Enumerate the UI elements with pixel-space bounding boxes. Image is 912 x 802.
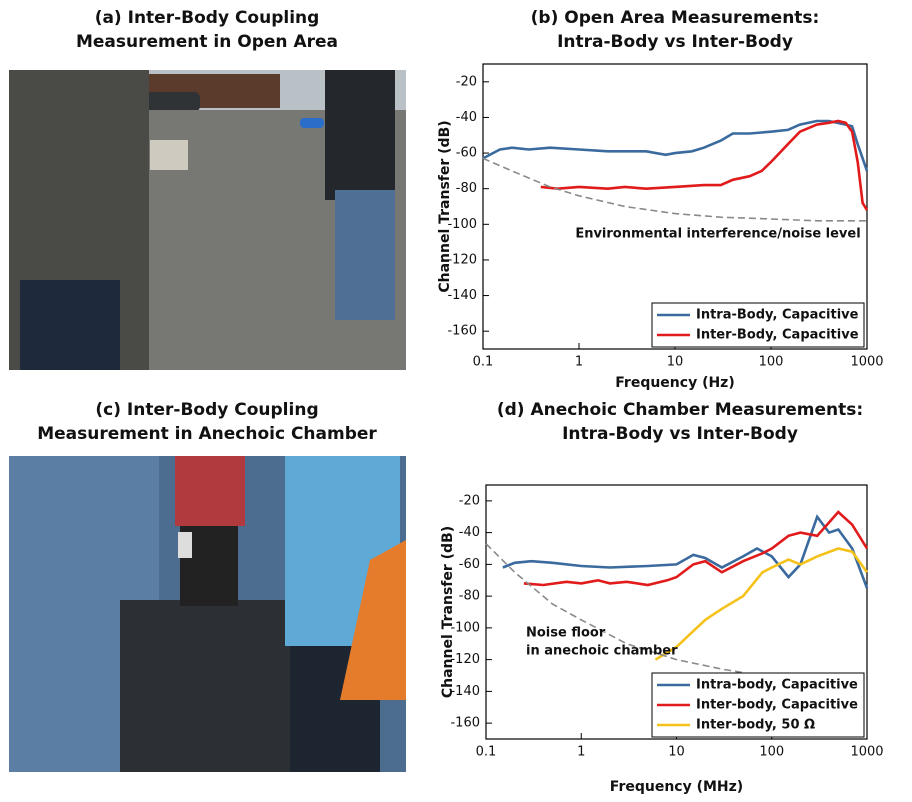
annotation: Environmental interference/noise level bbox=[575, 227, 860, 242]
y-tick-label: -140 bbox=[447, 288, 477, 303]
legend-box bbox=[651, 302, 865, 348]
photo-anechoic-chamber bbox=[9, 456, 406, 772]
x-tick-label: 0.1 bbox=[476, 745, 497, 760]
legend-label: Inter-body, 50 Ω bbox=[696, 718, 815, 733]
noise-curve bbox=[482, 157, 867, 222]
x-axis-label: Frequency (MHz) bbox=[610, 779, 743, 795]
panel-title: (a) Inter-Body Coupling bbox=[95, 8, 320, 28]
annotation: Noise floor bbox=[526, 626, 606, 641]
x-tick-label: 1 bbox=[575, 355, 583, 370]
series-line bbox=[502, 514, 869, 589]
y-tick-label: -60 bbox=[459, 557, 480, 572]
y-tick-label: -40 bbox=[459, 525, 480, 540]
x-tick-label: 1000 bbox=[850, 355, 883, 370]
x-tick-label: 1000 bbox=[850, 745, 883, 760]
x-axis-label: Frequency (Hz) bbox=[615, 375, 734, 391]
legend-label: Inter-body, Capacitive bbox=[696, 698, 858, 713]
y-tick-label: -140 bbox=[450, 684, 480, 699]
series-line bbox=[523, 510, 869, 587]
series-line bbox=[540, 119, 869, 211]
y-axis-label: Channel Transfer (dB) bbox=[437, 120, 453, 292]
x-tick-label: 100 bbox=[759, 745, 784, 760]
x-tick-label: 1 bbox=[577, 745, 585, 760]
series-line bbox=[654, 547, 869, 661]
panel-title: Measurement in Anechoic Chamber bbox=[37, 424, 377, 444]
noise-curve bbox=[485, 543, 751, 675]
x-tick-label: 10 bbox=[668, 745, 685, 760]
x-tick-label: 100 bbox=[759, 355, 784, 370]
panel-title: (c) Inter-Body Coupling bbox=[95, 400, 318, 420]
chart-title: Intra-Body vs Inter-Body bbox=[562, 424, 798, 444]
chart-title: (b) Open Area Measurements: bbox=[531, 8, 820, 28]
chart-title: Intra-Body vs Inter-Body bbox=[557, 32, 793, 52]
y-tick-label: -160 bbox=[450, 716, 480, 731]
y-tick-label: -80 bbox=[456, 181, 477, 196]
y-tick-label: -120 bbox=[447, 252, 477, 267]
y-tick-label: -20 bbox=[456, 74, 477, 89]
y-tick-label: -40 bbox=[456, 110, 477, 125]
y-tick-label: -60 bbox=[456, 146, 477, 161]
y-tick-label: -160 bbox=[447, 324, 477, 339]
legend-label: Inter-Body, Capacitive bbox=[696, 328, 859, 343]
y-axis-label: Channel Transfer (dB) bbox=[440, 526, 456, 698]
y-tick-label: -100 bbox=[447, 217, 477, 232]
y-tick-label: -20 bbox=[459, 493, 480, 508]
annotation: in anechoic chamber bbox=[526, 644, 678, 659]
legend-label: Intra-Body, Capacitive bbox=[696, 308, 859, 323]
x-tick-label: 0.1 bbox=[473, 355, 494, 370]
x-tick-label: 10 bbox=[667, 355, 684, 370]
legend-label: Intra-body, Capacitive bbox=[696, 678, 858, 693]
photo-open-area bbox=[9, 70, 406, 370]
chart-title: (d) Anechoic Chamber Measurements: bbox=[497, 400, 863, 420]
y-tick-label: -120 bbox=[450, 652, 480, 667]
y-tick-label: -80 bbox=[459, 589, 480, 604]
panel-title: Measurement in Open Area bbox=[76, 32, 338, 52]
y-tick-label: -100 bbox=[450, 620, 480, 635]
